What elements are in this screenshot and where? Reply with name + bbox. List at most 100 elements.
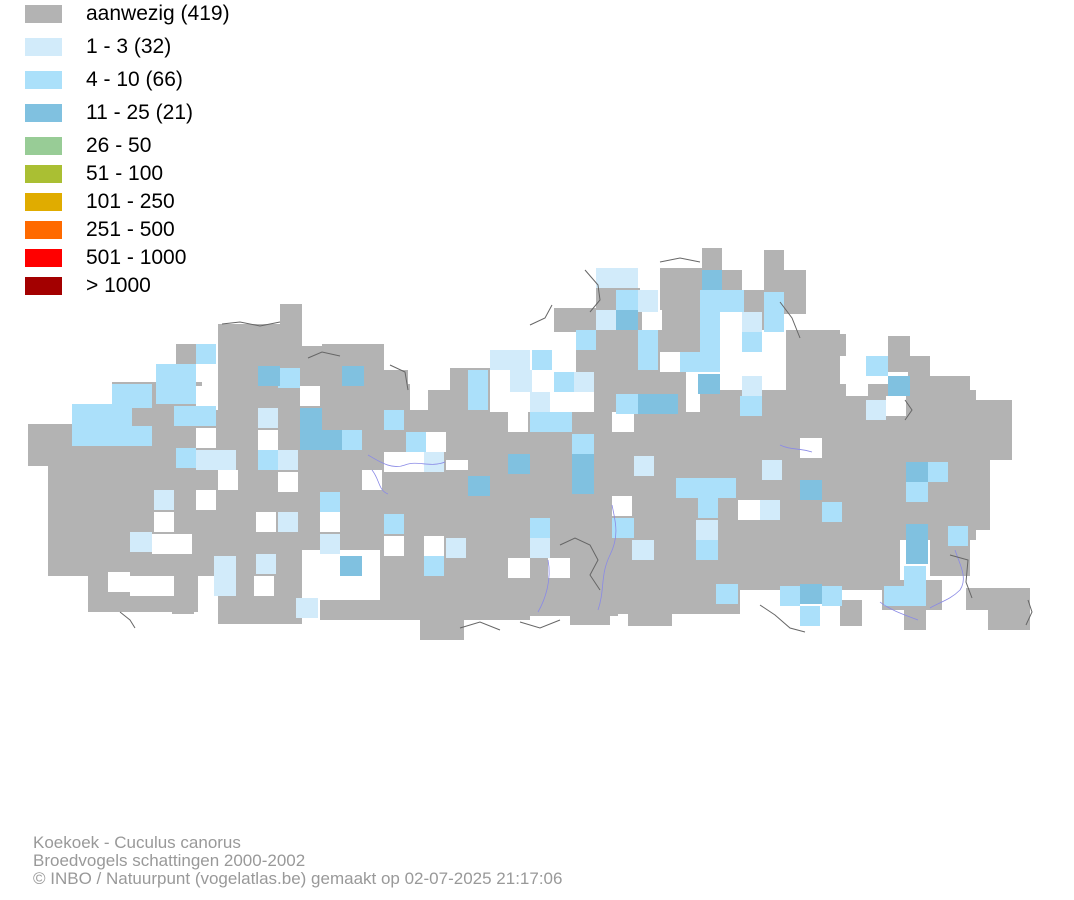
grid-cell [176,344,200,364]
grid-cell-empty [362,470,382,490]
grid-cell [948,526,968,546]
grid-cell [800,606,820,626]
grid-cell [446,538,466,558]
grid-cell [780,586,800,606]
grid-cell [406,432,426,452]
grid-cell [822,586,842,606]
grid-cell [638,290,658,312]
legend-label: 51 - 100 [86,162,164,185]
grid-cell-empty [320,512,340,532]
grid-cell [258,366,280,386]
grid-cell [764,292,784,332]
grid-cell-empty [642,310,662,330]
grid-cell-empty [152,534,192,554]
legend-swatch [25,38,62,56]
grid-cell-empty [300,386,320,406]
grid-cell [554,372,574,392]
grid-cell [320,600,420,620]
grid-cell [596,268,638,288]
legend-swatch [25,249,62,267]
grid-cells [28,248,1030,640]
grid-cell-empty [108,572,130,592]
grid-cell [214,556,236,596]
border-line [949,554,973,599]
grid-cell [702,270,722,290]
border-line [904,399,913,421]
grid-cell [698,498,718,518]
grid-cell [742,376,762,396]
grid-cell [740,396,762,416]
grid-cell [702,248,722,272]
border-line [119,611,136,629]
border-outline [119,257,1033,633]
grid-cell [530,538,550,558]
grid-cell-empty [886,396,906,416]
grid-cell-empty [738,500,760,520]
legend-label: aanwezig (419) [86,2,230,25]
grid-cell [384,514,404,534]
grid-cell [616,310,638,330]
grid-cell [906,524,928,564]
grid-cell [866,400,886,420]
legend-label: 11 - 25 (21) [86,101,193,124]
grid-cell [278,512,298,532]
grid-cell [906,482,928,502]
grid-cell [300,408,322,430]
legend-label: 26 - 50 [86,134,152,157]
legend-label: 4 - 10 (66) [86,68,183,91]
grid-cell [722,270,742,292]
legend-swatch [25,277,62,295]
grid-cell [634,456,654,476]
copyright-text: © INBO / Natuurpunt (vogelatlas.be) gema… [33,869,563,888]
grid-cell [906,462,928,482]
grid-cell-empty [258,430,278,450]
grid-cell [172,592,194,614]
grid-cell [572,454,594,494]
grid-cell-empty [196,428,216,448]
grid-cell [176,448,196,468]
grid-cell-empty [508,558,530,578]
grid-cell [716,584,738,604]
grid-cell-empty [426,432,446,452]
grid-cell [904,606,926,630]
grid-cell-empty [254,576,274,596]
grid-cell [700,290,744,312]
grid-cell [840,600,862,626]
grid-cell-empty [846,376,868,396]
border-line [1025,599,1033,626]
river-line [597,504,617,611]
border-line [559,537,601,591]
grid-cell-empty [572,392,594,412]
species-name: Koekoek - Cuculus canorus [33,833,241,852]
grid-cell [616,394,638,414]
border-line [519,619,561,629]
grid-cell-empty [130,576,174,596]
grid-cell [908,356,930,416]
legend-label: 101 - 250 [86,190,175,213]
grid-cell [760,500,780,520]
grid-cell-empty [196,386,216,406]
grid-cell [236,576,256,596]
grid-cell [632,540,654,560]
border-line [759,604,806,633]
grid-cell [554,308,598,332]
grid-cell-empty [340,578,360,598]
grid-cell [904,566,926,606]
dataset-name: Broedvogels schattingen 2000-2002 [33,851,306,870]
map-credits: Koekoek - Cuculus canorus Broedvogels sc… [33,834,562,888]
legend-swatch [25,137,62,155]
grid-cell [530,412,572,432]
legend-swatch [25,165,62,183]
grid-cell [628,590,672,626]
grid-cell [742,332,762,352]
grid-cell [420,600,464,640]
river-line [371,469,389,495]
grid-cell [342,430,362,450]
grid-cell [572,434,594,454]
grid-cell [576,330,596,350]
grid-cell [596,310,616,330]
grid-cell [572,372,594,392]
grid-cell [822,502,842,522]
grid-cell [72,404,132,446]
